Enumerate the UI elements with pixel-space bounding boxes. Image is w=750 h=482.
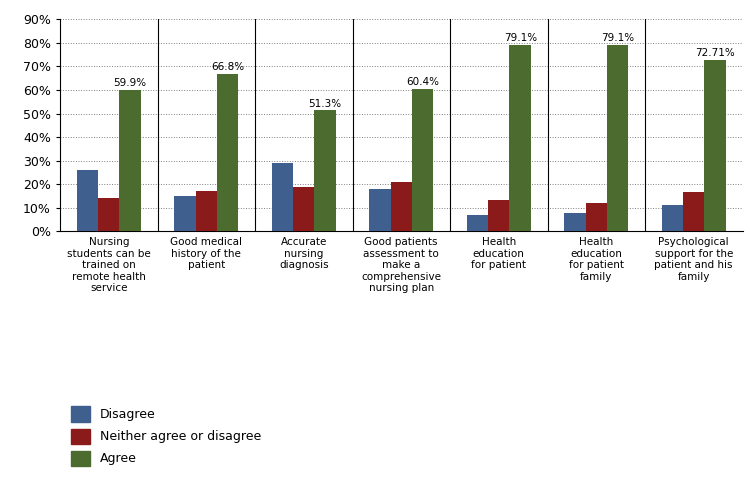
Bar — [466, 215, 488, 231]
Bar — [119, 90, 141, 231]
Bar — [509, 45, 531, 231]
Bar — [488, 200, 509, 231]
Bar — [76, 170, 98, 231]
Bar — [391, 182, 412, 231]
Bar — [564, 213, 586, 231]
Text: 72.71%: 72.71% — [695, 48, 735, 58]
Bar — [272, 163, 293, 231]
Bar — [683, 192, 704, 231]
Text: 79.1%: 79.1% — [504, 33, 537, 43]
Bar — [369, 189, 391, 231]
Text: 60.4%: 60.4% — [406, 77, 439, 87]
Bar — [412, 89, 434, 231]
Bar — [662, 205, 683, 231]
Bar — [607, 45, 628, 231]
Text: 51.3%: 51.3% — [309, 99, 342, 108]
Text: 66.8%: 66.8% — [211, 62, 244, 72]
Bar — [293, 187, 314, 231]
Text: 79.1%: 79.1% — [602, 33, 634, 43]
Bar — [196, 191, 217, 231]
Text: 59.9%: 59.9% — [114, 78, 147, 88]
Bar — [704, 60, 726, 231]
Bar — [217, 74, 238, 231]
Bar — [174, 196, 196, 231]
Bar — [314, 110, 336, 231]
Bar — [586, 203, 607, 231]
Bar — [98, 199, 119, 231]
Legend: Disagree, Neither agree or disagree, Agree: Disagree, Neither agree or disagree, Agr… — [66, 402, 266, 471]
